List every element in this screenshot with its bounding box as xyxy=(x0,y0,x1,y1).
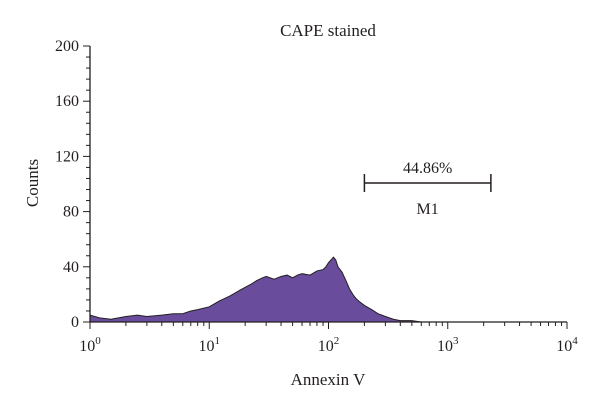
plot-area: 0 40 80 120 160 200 100 101 102 103 104 xyxy=(55,38,578,355)
x-tick-label: 104 xyxy=(556,335,578,355)
marker-name-label: M1 xyxy=(417,201,439,218)
y-tick-label: 80 xyxy=(63,204,79,221)
y-tick-label: 160 xyxy=(55,93,79,110)
y-tick-label: 40 xyxy=(63,259,79,276)
marker-m1: 44.86% M1 xyxy=(363,160,492,218)
chart-title: CAPE stained xyxy=(280,21,376,40)
y-tick-label: 120 xyxy=(55,148,79,165)
y-axis-label: Counts xyxy=(23,159,42,207)
x-tick-label: 101 xyxy=(199,335,221,355)
x-tick-label: 102 xyxy=(318,335,340,355)
y-tick-label: 0 xyxy=(71,314,79,331)
histogram-fill xyxy=(90,257,567,322)
x-tick-label: 100 xyxy=(79,335,101,355)
x-axis-label: Annexin V xyxy=(291,370,366,389)
x-tick-label: 103 xyxy=(437,335,459,355)
histogram-outline xyxy=(89,256,567,323)
marker-percent-label: 44.86% xyxy=(403,160,452,177)
y-tick-label: 200 xyxy=(55,38,79,55)
